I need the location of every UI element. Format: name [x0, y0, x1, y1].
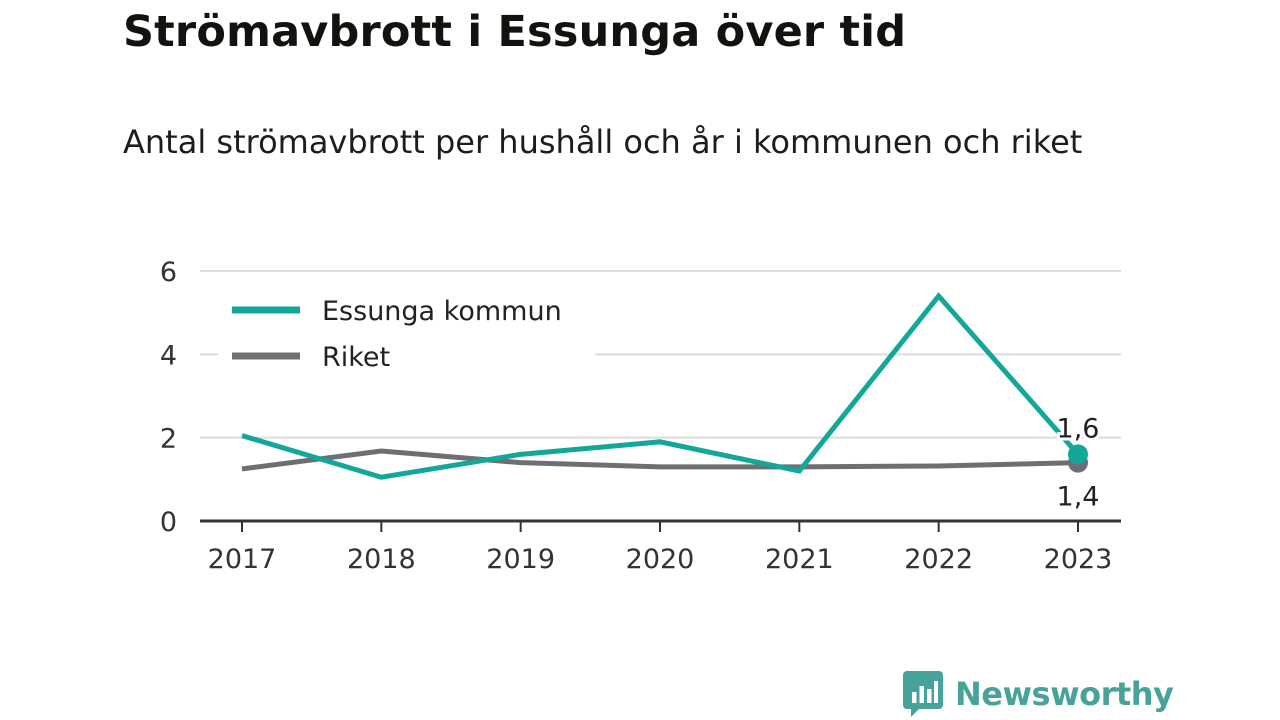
x-tick-label: 2019 — [486, 544, 555, 575]
newsworthy-logo-icon — [903, 671, 943, 717]
brand-logo: Newsworthy — [903, 671, 1174, 717]
series-line-essunga — [241, 292, 1080, 480]
legend-label: Essunga kommun — [322, 296, 562, 327]
y-tick-label: 2 — [160, 424, 177, 455]
chart-title: Strömavbrott i Essunga över tid — [123, 7, 907, 57]
legend-label: Riket — [322, 342, 390, 373]
y-tick-label: 6 — [160, 257, 177, 288]
end-label-essunga: 1,6 — [1057, 413, 1100, 444]
x-tick-label: 2023 — [1044, 544, 1113, 575]
y-tick-label: 4 — [160, 340, 177, 371]
legend-background — [218, 287, 595, 382]
x-tick-label: 2020 — [626, 544, 695, 575]
chart-subtitle: Antal strömavbrott per hushåll och år i … — [123, 123, 1083, 161]
x-tick-label: 2018 — [347, 544, 416, 575]
brand-name: Newsworthy — [955, 675, 1174, 713]
end-label-riket: 1,4 — [1057, 482, 1100, 513]
series-end-point-essunga — [1068, 444, 1088, 465]
x-tick-label: 2022 — [904, 544, 973, 575]
y-tick-label: 0 — [160, 507, 177, 538]
series-line-riket — [241, 448, 1079, 472]
x-tick-label: 2017 — [208, 544, 277, 575]
x-tick-label: 2021 — [765, 544, 834, 575]
